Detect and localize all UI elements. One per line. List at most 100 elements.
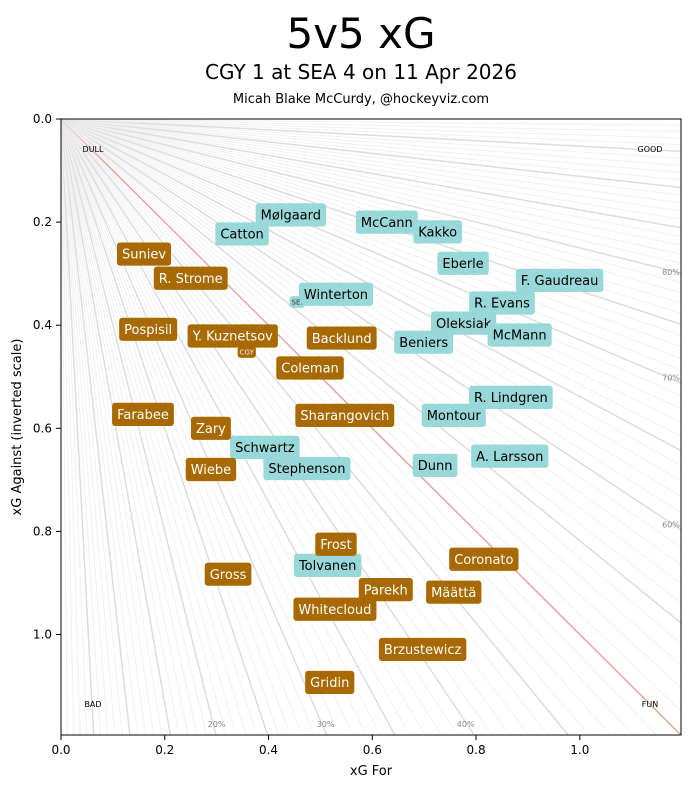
y-tick-label: 0.0 xyxy=(33,112,52,126)
guide-line xyxy=(61,119,315,735)
guide-line xyxy=(61,119,163,735)
guide-line xyxy=(61,119,172,735)
player-point-box xyxy=(430,311,497,335)
guide-line xyxy=(61,119,75,735)
player-point-box xyxy=(412,453,458,478)
corner-label-bottom-right: FUN xyxy=(642,700,658,709)
player-point-text: Kakko xyxy=(418,226,457,241)
player-point-text: Mølgaard xyxy=(261,209,321,224)
player-point-box xyxy=(119,317,178,341)
player-point-text: Beniers xyxy=(399,336,448,351)
guide-line xyxy=(61,119,681,531)
player-labels: Mølgaard Catton McCann Kakko Eberle F. Gaudre… xyxy=(112,203,604,695)
player-point: Eberle xyxy=(437,251,489,275)
guide-line xyxy=(61,119,681,246)
chart-credit: Micah Blake McCurdy, @hockeyviz.com xyxy=(233,92,489,107)
guide-line xyxy=(61,119,681,159)
player-point: Coronato xyxy=(449,547,519,571)
guide-line xyxy=(61,119,681,237)
guide-line xyxy=(61,119,442,735)
player-point-text: Catton xyxy=(220,228,263,243)
player-point: Montour xyxy=(421,403,486,428)
player-point: R. Evans xyxy=(469,291,535,315)
guide-line xyxy=(61,119,681,688)
percent-label: 40% xyxy=(457,720,475,729)
player-point-text: Sharangovich xyxy=(300,409,389,424)
player-point: Oleksiak xyxy=(430,311,497,335)
guide-line xyxy=(61,119,95,735)
player-point-text: F. Gaudreau xyxy=(521,274,598,289)
guide-line xyxy=(61,119,102,735)
player-point-box xyxy=(116,242,172,266)
guide-line xyxy=(61,119,227,735)
player-point-box xyxy=(315,532,357,556)
guide-line xyxy=(61,119,189,735)
player-point: Gross xyxy=(204,562,252,586)
axes: 0.0 0.2 0.4 0.6 0.8 1.0 0.0 0.2 0.4 0.6 0.8 1.0 xyxy=(33,112,589,757)
player-point-box xyxy=(230,435,300,459)
guide-line xyxy=(61,119,681,604)
player-point-box xyxy=(305,670,355,695)
guide-line xyxy=(61,119,81,735)
player-point-box xyxy=(293,553,362,578)
guide-line xyxy=(61,119,681,645)
team-point: CGY xyxy=(237,346,256,358)
corner-label-top-right: GOOD xyxy=(638,145,663,154)
player-point-box xyxy=(469,291,535,315)
player-point-text: Backlund xyxy=(312,332,372,347)
player-point: Catton xyxy=(215,222,269,246)
guide-line xyxy=(61,119,681,255)
player-point-box xyxy=(413,220,463,244)
player-point: Brzustewicz xyxy=(378,637,467,662)
guide-line xyxy=(61,119,681,360)
player-point-box xyxy=(215,222,269,246)
guide-line xyxy=(61,119,681,220)
player-point: Määttä xyxy=(426,580,482,604)
player-point-box xyxy=(355,210,418,234)
chart-subtitle: CGY 1 at SEA 4 on 11 Apr 2026 xyxy=(205,60,517,84)
player-point: Mølgaard xyxy=(255,203,327,227)
guide-line xyxy=(61,119,269,735)
guide-line xyxy=(61,119,681,126)
y-tick-label: 1.0 xyxy=(33,627,52,641)
player-point-box xyxy=(487,323,552,347)
guide-line xyxy=(61,119,681,174)
player-point-box xyxy=(437,251,489,275)
guide-line xyxy=(61,119,207,735)
player-point-box xyxy=(378,637,467,662)
player-point-text: Pospisil xyxy=(124,323,172,338)
player-point-box xyxy=(449,547,519,571)
guide-line xyxy=(61,119,411,735)
player-point: Farabee xyxy=(112,402,174,426)
guide-line xyxy=(61,119,681,274)
x-tick-label: 0.4 xyxy=(259,743,278,757)
player-point-box xyxy=(187,324,278,348)
team-point-text: SE. xyxy=(292,299,303,307)
plot-frame xyxy=(60,118,682,736)
guide-line xyxy=(61,119,493,735)
guide-line xyxy=(61,119,681,397)
guide-line xyxy=(61,119,475,735)
player-point-text: Whitecloud xyxy=(298,603,371,618)
percent-label: 60% xyxy=(662,521,680,530)
y-axis-label: xG Against (inverted scale) xyxy=(10,339,25,516)
player-point-box xyxy=(263,456,351,481)
percent-label: 30% xyxy=(317,720,335,729)
y-tick-label: 0.8 xyxy=(33,524,52,538)
team-point-box xyxy=(237,346,256,358)
percent-labels: 20% 30% 40% 60% 70% 80% xyxy=(208,268,681,729)
guide-line xyxy=(61,119,123,735)
player-point-box xyxy=(298,282,374,306)
guide-line xyxy=(61,119,198,735)
x-axis-label: xG For xyxy=(350,764,393,779)
guide-line xyxy=(61,119,511,735)
player-point-box xyxy=(295,403,395,428)
guide-line xyxy=(61,119,237,735)
guide-line xyxy=(61,119,681,423)
player-point-box xyxy=(515,268,604,292)
player-point-text: Dunn xyxy=(418,459,453,474)
corner-label-bottom-left: BAD xyxy=(84,700,101,709)
guide-line xyxy=(61,119,426,735)
player-point-text: Gross xyxy=(210,568,247,583)
guide-line xyxy=(61,119,131,735)
